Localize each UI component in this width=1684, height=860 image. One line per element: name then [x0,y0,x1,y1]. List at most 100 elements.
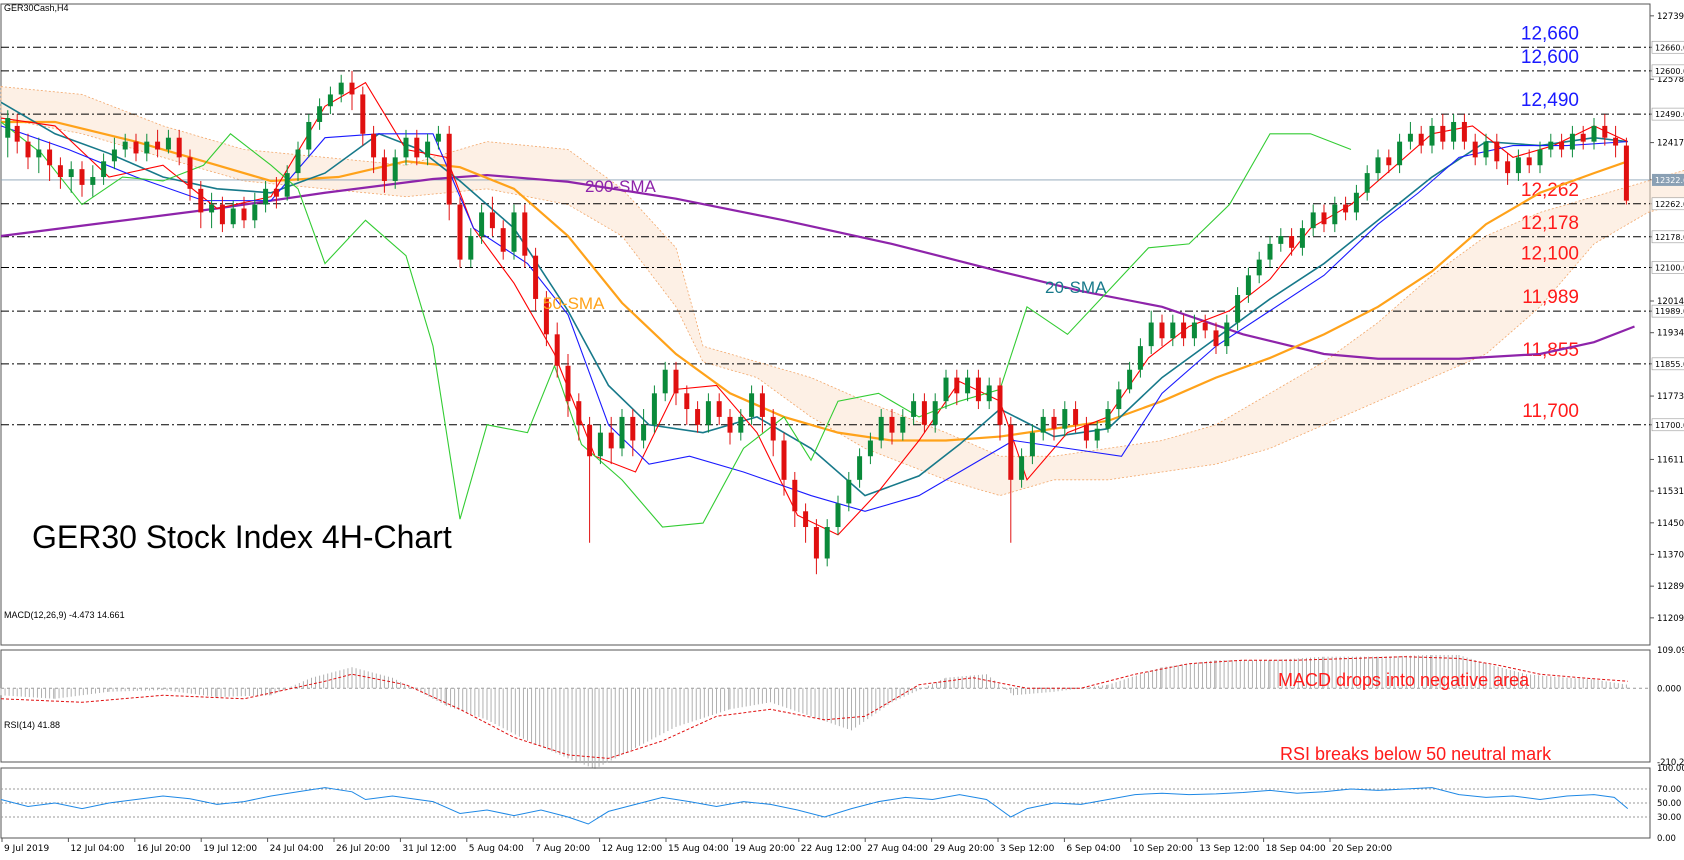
candle-body [846,479,852,504]
candle-body [770,416,776,441]
candle-body [1526,157,1532,166]
rsi-y-tick: 50.00 [1657,799,1681,809]
x-tick-label: 29 Aug 20:00 [934,844,995,854]
candle-body [187,157,193,189]
candle-body [1029,432,1035,457]
macd-frame [0,649,1651,763]
x-tick-label: 15 Aug 04:00 [668,844,729,854]
candle-body [803,511,809,528]
sma20-label: 20-SMA [1045,278,1107,297]
macd-y-tick: -210.277 [1657,758,1684,768]
candle-body [813,527,819,559]
candle-body [1591,125,1597,142]
candle-body [144,141,150,154]
candle-body [943,377,949,402]
chart-title: GER30 Stock Index 4H-Chart [32,519,452,555]
candle-body [1494,141,1500,162]
candle-body [1256,259,1262,276]
candle-body [1537,149,1543,166]
x-tick-label: 7 Aug 20:00 [535,844,590,854]
candle-body [435,133,441,142]
level-tag-box [1651,197,1684,211]
candle-body [122,141,128,150]
candle-body [414,137,420,158]
candle-body [252,204,258,221]
level-tag: 11855.00 [1655,360,1684,369]
level-label: 12,600 [1521,47,1579,68]
candle-body [47,149,53,166]
y-tick-label: 11289.61 [1657,582,1684,592]
candle-body [90,177,96,185]
candle-body [587,424,593,457]
candle-body [381,157,387,181]
candle-body [360,94,366,134]
candle-body [1051,416,1057,429]
x-tick-label: 31 Jul 12:00 [402,844,456,854]
candle-body [1332,204,1338,225]
sma200-label: 200-SMA [585,177,657,196]
candle-body [392,157,398,181]
candle-body [1613,137,1619,146]
series-line [1,120,1629,442]
candle-body [889,416,895,433]
current-price-tag: 12322.63 [1655,176,1684,185]
candle-body [371,133,377,158]
candle-body [651,393,657,425]
x-tick-label: 18 Sep 04:00 [1266,844,1326,854]
x-tick-label: 13 Sep 12:00 [1199,844,1259,854]
candle-body [1181,322,1187,339]
level-tag: 12178.00 [1655,233,1684,242]
candle-body [684,393,690,410]
main-price-pane: 12739.89 12660.00 12600.0012578.73 12490.00… [0,3,1684,646]
candle-body [327,94,333,107]
y-tick-label: 12014.74 [1657,297,1684,307]
candle-body [1623,145,1629,201]
candle-body [1602,125,1608,138]
candle-body [1083,424,1089,441]
candle-body [1407,133,1413,142]
candle-body [641,424,647,441]
candle-body [36,149,42,158]
candle-body [619,416,625,449]
candle-body [101,161,107,178]
candle-body [133,141,139,154]
candle-body [1505,161,1511,174]
candle-body [68,169,74,178]
candle-body [997,385,1003,425]
candle-body [79,169,85,185]
candle-body [1321,212,1327,225]
candle-body [835,503,841,528]
candle-body [1397,141,1403,166]
x-tick-label: 10 Sep 20:00 [1133,844,1193,854]
symbol-label: GER30Cash,H4 [4,3,69,13]
level-label: 11,989 [1522,287,1579,308]
candle-body [5,118,11,138]
x-tick-label: 3 Sep 12:00 [1000,844,1055,854]
series-line [0,121,1352,528]
candle-body [597,432,603,457]
level-label: 12,178 [1521,213,1579,234]
candle-body [1245,275,1251,296]
level-tag: 11700.00 [1655,421,1684,430]
candle-body [759,393,765,417]
candle-body [241,208,247,221]
candle-body [219,204,225,225]
level-tag: 12100.00 [1655,263,1684,272]
rsi-y-tick: 100.00 [1657,764,1684,774]
candle-body [673,369,679,394]
level-tag: 12262.00 [1655,200,1684,209]
candle-body [1483,141,1489,158]
level-tag-box [1651,40,1684,54]
candle-body [608,432,614,449]
candle-body [349,82,355,95]
candle-body [511,212,517,252]
x-tick-label: 16 Jul 20:00 [137,844,191,854]
candle-body [792,479,798,512]
candle-body [781,440,787,480]
candle-body [1310,212,1316,229]
candle-body [1224,322,1230,347]
candle-body [155,141,161,150]
level-label: 12,660 [1521,23,1579,44]
y-tick-label: 11773.03 [1657,392,1684,402]
candle-body [921,401,927,425]
